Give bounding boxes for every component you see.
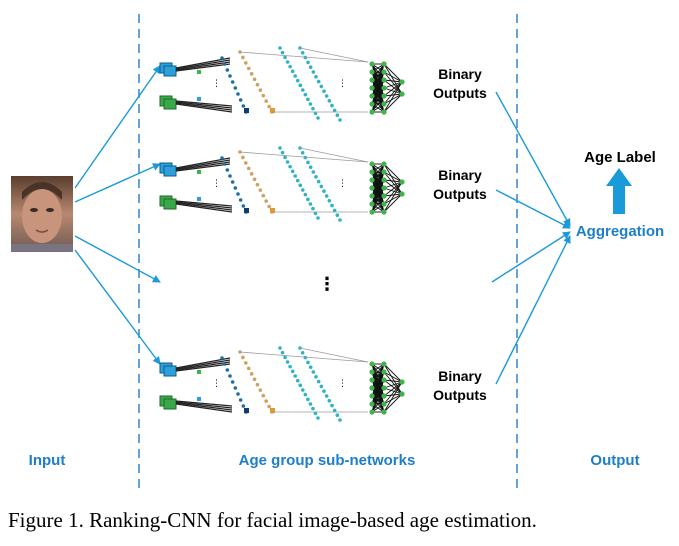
aggregation-arrows	[491, 91, 571, 385]
ellipsis-middle: ⋮	[318, 274, 336, 295]
binary-output-label-2: Binary Outputs	[433, 167, 487, 202]
subnetwork-3: ⋮ ⋮	[159, 346, 405, 422]
subnetwork-1: ⋮ ⋮	[159, 46, 405, 122]
input-face-image	[11, 176, 73, 252]
svg-text:Outputs: Outputs	[433, 387, 487, 403]
svg-text:⋮: ⋮	[338, 379, 347, 389]
binary-output-label-3: Binary Outputs	[433, 368, 487, 403]
age-label: Age Label	[584, 149, 656, 166]
column-label-input: Input	[29, 452, 66, 469]
arrow-net3-aggregation	[495, 235, 571, 385]
subnetwork-2: ⋮ ⋮	[159, 146, 405, 222]
svg-text:⋮: ⋮	[338, 179, 347, 189]
svg-text:Outputs: Outputs	[433, 186, 487, 202]
svg-text:⋮: ⋮	[212, 379, 221, 389]
arrow-input-net1	[74, 65, 161, 189]
svg-text:⋮: ⋮	[212, 79, 221, 89]
arrow-net1-aggregation	[495, 91, 571, 227]
svg-text:⋮: ⋮	[212, 179, 221, 189]
arrow-net2-aggregation	[495, 189, 571, 229]
svg-text:Outputs: Outputs	[433, 85, 487, 101]
svg-text:Binary: Binary	[438, 167, 482, 183]
arrow-input-net-middle	[74, 235, 161, 283]
column-label-networks: Age group sub-networks	[239, 452, 416, 469]
column-label-output: Output	[590, 452, 639, 469]
aggregation-label: Aggregation	[576, 223, 664, 240]
arrow-input-net2	[74, 163, 161, 203]
up-arrow-icon	[606, 168, 632, 214]
figure-caption: Figure 1. Ranking-CNN for facial image-b…	[8, 508, 537, 532]
svg-text:Binary: Binary	[438, 368, 482, 384]
subnetwork-group: ⋮ ⋮⋮ ⋮⋮ ⋮	[159, 46, 405, 422]
input-arrows	[74, 65, 161, 365]
svg-text:Binary: Binary	[438, 66, 482, 82]
arrow-input-net3	[74, 249, 161, 365]
arrow-middle-aggregation	[491, 231, 571, 283]
svg-text:⋮: ⋮	[338, 79, 347, 89]
binary-output-label-1: Binary Outputs	[433, 66, 487, 101]
